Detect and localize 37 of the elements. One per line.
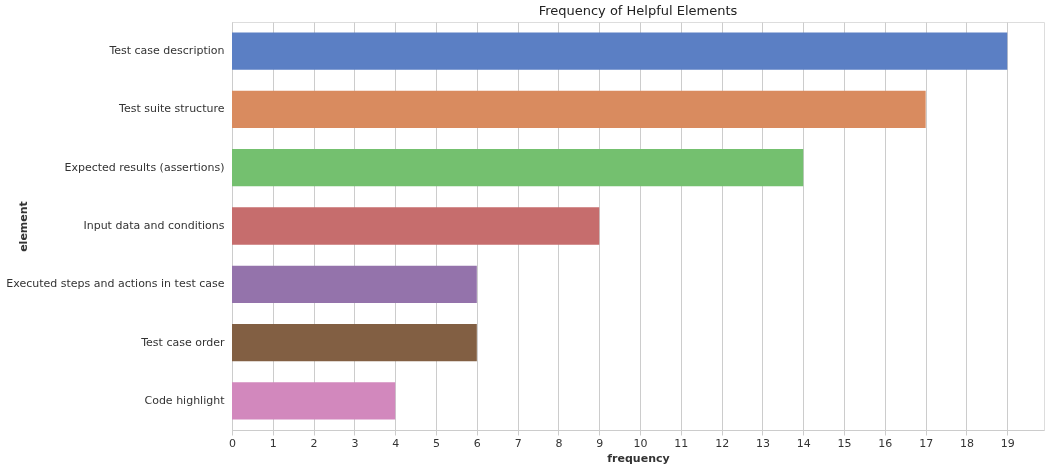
bar (232, 207, 600, 245)
y-axis-title: element (16, 201, 30, 252)
chart-title: Frequency of Helpful Elements (538, 3, 738, 18)
y-tick-label: Code highlight (144, 393, 226, 407)
bar (232, 382, 396, 420)
x-tick-label: 7 (514, 436, 522, 450)
y-tick-label: Test case description (108, 44, 225, 58)
y-tick-label: Test case order (140, 335, 225, 349)
bar (232, 149, 804, 187)
x-tick-label: 14 (796, 436, 811, 450)
x-tick-label: 6 (473, 436, 481, 450)
bar (232, 265, 477, 303)
x-tick-label: 15 (837, 436, 852, 450)
x-tick-label: 12 (715, 436, 730, 450)
y-tick-label: Input data and conditions (83, 219, 225, 232)
x-tick-label: 11 (674, 436, 689, 450)
bar (232, 32, 1008, 70)
x-tick-label: 9 (596, 436, 604, 450)
x-tick-label: 3 (351, 436, 359, 450)
x-tick-label: 17 (919, 436, 934, 450)
x-tick-label: 4 (392, 436, 400, 450)
bar (232, 323, 477, 362)
x-tick-label: 1 (269, 436, 277, 450)
x-tick-label: 5 (433, 436, 441, 450)
x-tick-label: 10 (633, 436, 648, 450)
x-tick-label: 13 (755, 436, 770, 450)
y-tick-label: Test suite structure (118, 102, 225, 116)
x-axis-title: frequency (607, 451, 670, 465)
y-tick-label: Expected results (assertions) (64, 160, 225, 174)
x-tick-label: 18 (959, 436, 974, 450)
bar (232, 90, 926, 129)
y-tick-label: Executed steps and actions in test case (6, 277, 225, 291)
x-tick-label: 2 (310, 436, 318, 450)
x-tick-label: 0 (229, 436, 236, 450)
x-tick-label: 19 (1000, 436, 1015, 450)
x-tick-label: 16 (878, 436, 893, 450)
x-tick-label: 8 (555, 436, 563, 450)
